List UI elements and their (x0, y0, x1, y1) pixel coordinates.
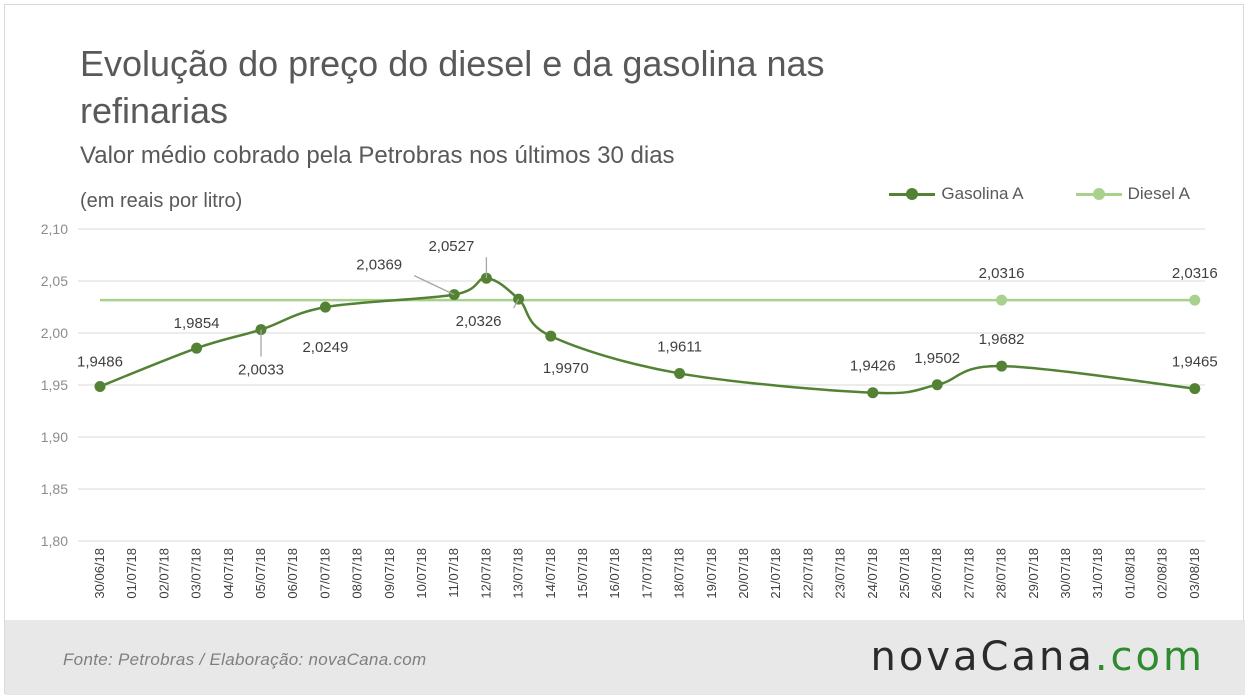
x-tick-label: 16/07/18 (607, 548, 622, 599)
y-tick-label: 2,10 (41, 221, 68, 237)
y-tick-label: 1,85 (41, 481, 68, 497)
legend-item-gasolina: Gasolina A (889, 184, 1024, 204)
gasolina-data-label: 1,9486 (77, 353, 123, 370)
source-note: Fonte: Petrobras / Elaboração: novaCana.… (63, 650, 427, 669)
logo-suffix: .com (1094, 634, 1205, 680)
legend-item-diesel: Diesel A (1075, 184, 1190, 204)
x-tick-label: 10/07/18 (414, 548, 429, 599)
y-tick-label: 2,00 (41, 325, 68, 341)
y-tick-label: 1,80 (41, 533, 68, 549)
gasolina-point (674, 367, 686, 379)
gasolina-point (319, 301, 331, 313)
gasolina-data-label: 1,9465 (1172, 354, 1218, 371)
x-tick-label: 18/07/18 (672, 548, 687, 599)
gasolina-point (191, 342, 203, 354)
x-tick-label: 06/07/18 (285, 548, 300, 599)
x-tick-label: 03/07/18 (189, 548, 204, 599)
novacana-logo: novaCana.com (871, 634, 1205, 680)
gasolina-point (1189, 383, 1201, 395)
chart-title: Evolução do preço do diesel e da gasolin… (80, 43, 825, 131)
x-tick-label: 30/06/18 (92, 548, 107, 599)
x-tick-label: 24/07/18 (865, 548, 880, 599)
gasolina-point (545, 330, 557, 342)
x-tick-label: 27/07/18 (961, 548, 976, 599)
diesel-data-label: 2,0316 (979, 265, 1025, 282)
footer-bar: Fonte: Petrobras / Elaboração: novaCana.… (5, 620, 1245, 695)
leader-line (413, 275, 455, 296)
diesel-point (1189, 294, 1201, 306)
x-tick-label: 01/07/18 (124, 548, 139, 599)
gasolina-data-label: 2,0249 (302, 339, 348, 356)
x-tick-label: 28/07/18 (994, 548, 1009, 599)
gasolina-data-label: 2,0369 (356, 257, 402, 274)
y-tick-label: 2,05 (41, 273, 68, 289)
x-tick-label: 19/07/18 (704, 548, 719, 599)
x-tick-label: 23/07/18 (833, 548, 848, 599)
gasolina-data-label: 2,0033 (238, 362, 284, 379)
gasolina-point (996, 360, 1008, 372)
x-tick-label: 15/07/18 (575, 548, 590, 599)
gasolina-point (94, 380, 106, 392)
y-tick-label: 1,95 (41, 377, 68, 393)
x-tick-label: 01/08/18 (1122, 548, 1137, 599)
gasolina-point (867, 387, 879, 399)
gasolina-data-label: 1,9426 (850, 358, 896, 375)
x-tick-label: 07/07/18 (317, 548, 332, 599)
x-tick-label: 14/07/18 (543, 548, 558, 599)
x-tick-label: 12/07/18 (478, 548, 493, 599)
x-tick-label: 02/07/18 (156, 548, 171, 599)
legend-label-diesel: Diesel A (1127, 184, 1190, 203)
x-tick-label: 22/07/18 (800, 548, 815, 599)
gasolina-data-label: 1,9854 (174, 315, 220, 332)
x-tick-label: 02/08/18 (1155, 548, 1170, 599)
gasolina-data-label: 2,0326 (456, 313, 502, 330)
line-chart: 1,80 1,85 1,90 1,95 2,00 2,05 2,10 30/06/18 01/0… (41, 221, 1218, 599)
diesel-point (996, 294, 1008, 306)
x-tick-label: 03/08/18 (1187, 548, 1202, 599)
logo-main: novaCana (870, 634, 1095, 680)
x-tick-label: 25/07/18 (897, 548, 912, 599)
gasolina-data-label: 2,0527 (428, 238, 474, 255)
leader-line (513, 298, 520, 309)
legend-swatch-diesel (1075, 187, 1122, 201)
legend-label-gasolina: Gasolina A (941, 184, 1024, 203)
x-tick-label: 30/07/18 (1058, 548, 1073, 599)
chart-legend: Gasolina A Diesel A (889, 184, 1190, 204)
legend-swatch-gasolina (889, 187, 936, 201)
chart-frame (4, 4, 1244, 694)
x-tick-label: 09/07/18 (382, 548, 397, 599)
gasolina-data-label: 1,9970 (543, 360, 589, 377)
chart-subtitle: Valor médio cobrado pela Petrobras nos ú… (80, 142, 675, 169)
x-tick-label: 31/07/18 (1090, 548, 1105, 599)
x-tick-label: 13/07/18 (511, 548, 526, 599)
x-tick-label: 20/07/18 (736, 548, 751, 599)
gasolina-data-label: 1,9682 (979, 331, 1025, 348)
gasolina-point (931, 379, 943, 391)
x-tick-label: 26/07/18 (929, 548, 944, 599)
x-tick-label: 08/07/18 (350, 548, 365, 599)
x-tick-label: 21/07/18 (768, 548, 783, 599)
x-tick-label: 05/07/18 (253, 548, 268, 599)
y-tick-label: 1,90 (41, 429, 68, 445)
x-tick-label: 04/07/18 (221, 548, 236, 599)
diesel-data-label: 2,0316 (1172, 265, 1218, 282)
x-tick-label: 17/07/18 (639, 548, 654, 599)
x-tick-label: 11/07/18 (446, 548, 461, 598)
gasolina-data-label: 1,9502 (914, 350, 960, 367)
x-tick-label: 29/07/18 (1026, 548, 1041, 599)
gasolina-data-label: 1,9611 (657, 338, 702, 355)
unit-note: (em reais por litro) (80, 190, 243, 212)
